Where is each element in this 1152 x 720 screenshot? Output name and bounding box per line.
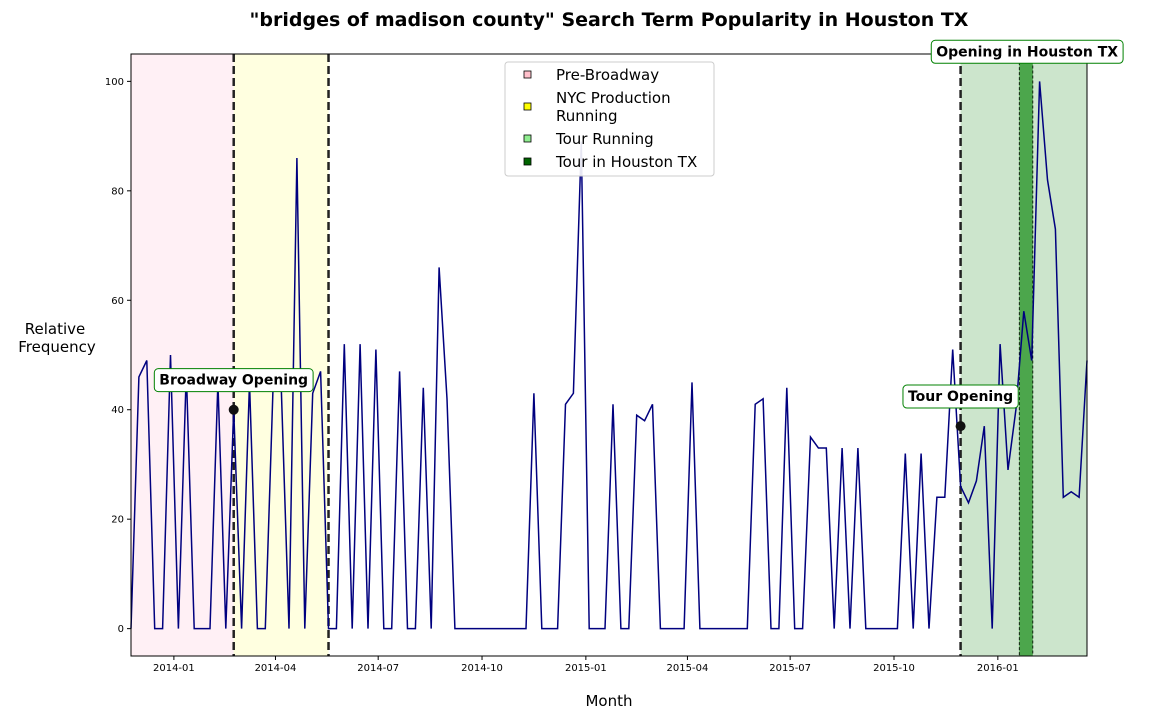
- x-tick-label: 2014-01: [153, 663, 195, 674]
- legend-swatch: [523, 70, 532, 79]
- legend-swatch: [523, 157, 532, 166]
- y-tick-label: 20: [111, 515, 124, 526]
- annotation-label: Broadway Opening: [159, 373, 308, 389]
- annotation-box: [902, 384, 1019, 409]
- y-axis-label: Relative Frequency: [18, 320, 96, 356]
- legend-label: Pre-Broadway: [556, 66, 659, 84]
- annotation-label: Tour Opening: [908, 389, 1013, 405]
- legend-swatch: [523, 102, 532, 111]
- y-tick-label: 100: [105, 77, 124, 88]
- series-line: [130, 81, 1088, 630]
- legend-entry-4: Tour in Houston TX: [523, 153, 697, 171]
- annotations: Broadway Opening Tour Opening Opening in H…: [153, 39, 1124, 409]
- legend-swatch: [523, 134, 532, 143]
- legend-label: Tour in Houston TX: [555, 153, 697, 171]
- annotation-box: [930, 39, 1124, 64]
- x-axis-ticks: 2014-01 2014-04 2014-07 2014-10 2015-01 2015-…: [153, 656, 1019, 674]
- legend-entry-3: Tour Running: [523, 130, 654, 148]
- shaded-regions: [131, 53, 1087, 657]
- region-nyc-production-running: [233, 54, 329, 656]
- y-tick-label: 60: [111, 296, 124, 307]
- y-tick-label: 40: [111, 405, 124, 416]
- x-tick-label: 2016-01: [977, 663, 1019, 674]
- y-axis-ticks: 0 20 40 60 80 100: [105, 77, 131, 635]
- x-tick-label: 2015-10: [873, 663, 915, 674]
- x-tick-label: 2014-04: [255, 663, 297, 674]
- y-tick-label: 80: [111, 186, 124, 197]
- y-axis-label-line-1: Relative: [25, 320, 86, 338]
- legend-entry-1: Pre-Broadway: [523, 66, 659, 84]
- event-point-2: [955, 421, 966, 432]
- legend-label: NYC Production: [556, 89, 671, 107]
- x-tick-label: 2015-01: [565, 663, 607, 674]
- legend-box: [504, 61, 715, 177]
- event-points: [228, 404, 966, 432]
- event-lines: [232, 54, 962, 656]
- chart-title: "bridges of madison county" Search Term …: [250, 9, 969, 31]
- annotation-box: [153, 368, 314, 393]
- region-pre-broadway: [131, 54, 234, 656]
- x-tick-label: 2015-04: [667, 663, 709, 674]
- annotation-2: Tour Opening: [902, 384, 1019, 409]
- event-point-1: [228, 404, 239, 415]
- x-axis-label: Month: [585, 692, 632, 710]
- y-axis-label-line-2: Frequency: [18, 338, 96, 356]
- y-tick-label: 0: [118, 624, 124, 635]
- annotation-1: Broadway Opening: [153, 368, 314, 393]
- annotation-label: Opening in Houston TX: [936, 44, 1118, 60]
- plot-frame: [130, 53, 1088, 657]
- x-tick-label: 2015-07: [769, 663, 811, 674]
- x-tick-label: 2014-10: [461, 663, 503, 674]
- legend-label: Tour Running: [555, 130, 654, 148]
- x-tick-label: 2014-07: [357, 663, 399, 674]
- annotation-3: Opening in Houston TX: [930, 39, 1124, 64]
- legend-label: Running: [556, 107, 617, 125]
